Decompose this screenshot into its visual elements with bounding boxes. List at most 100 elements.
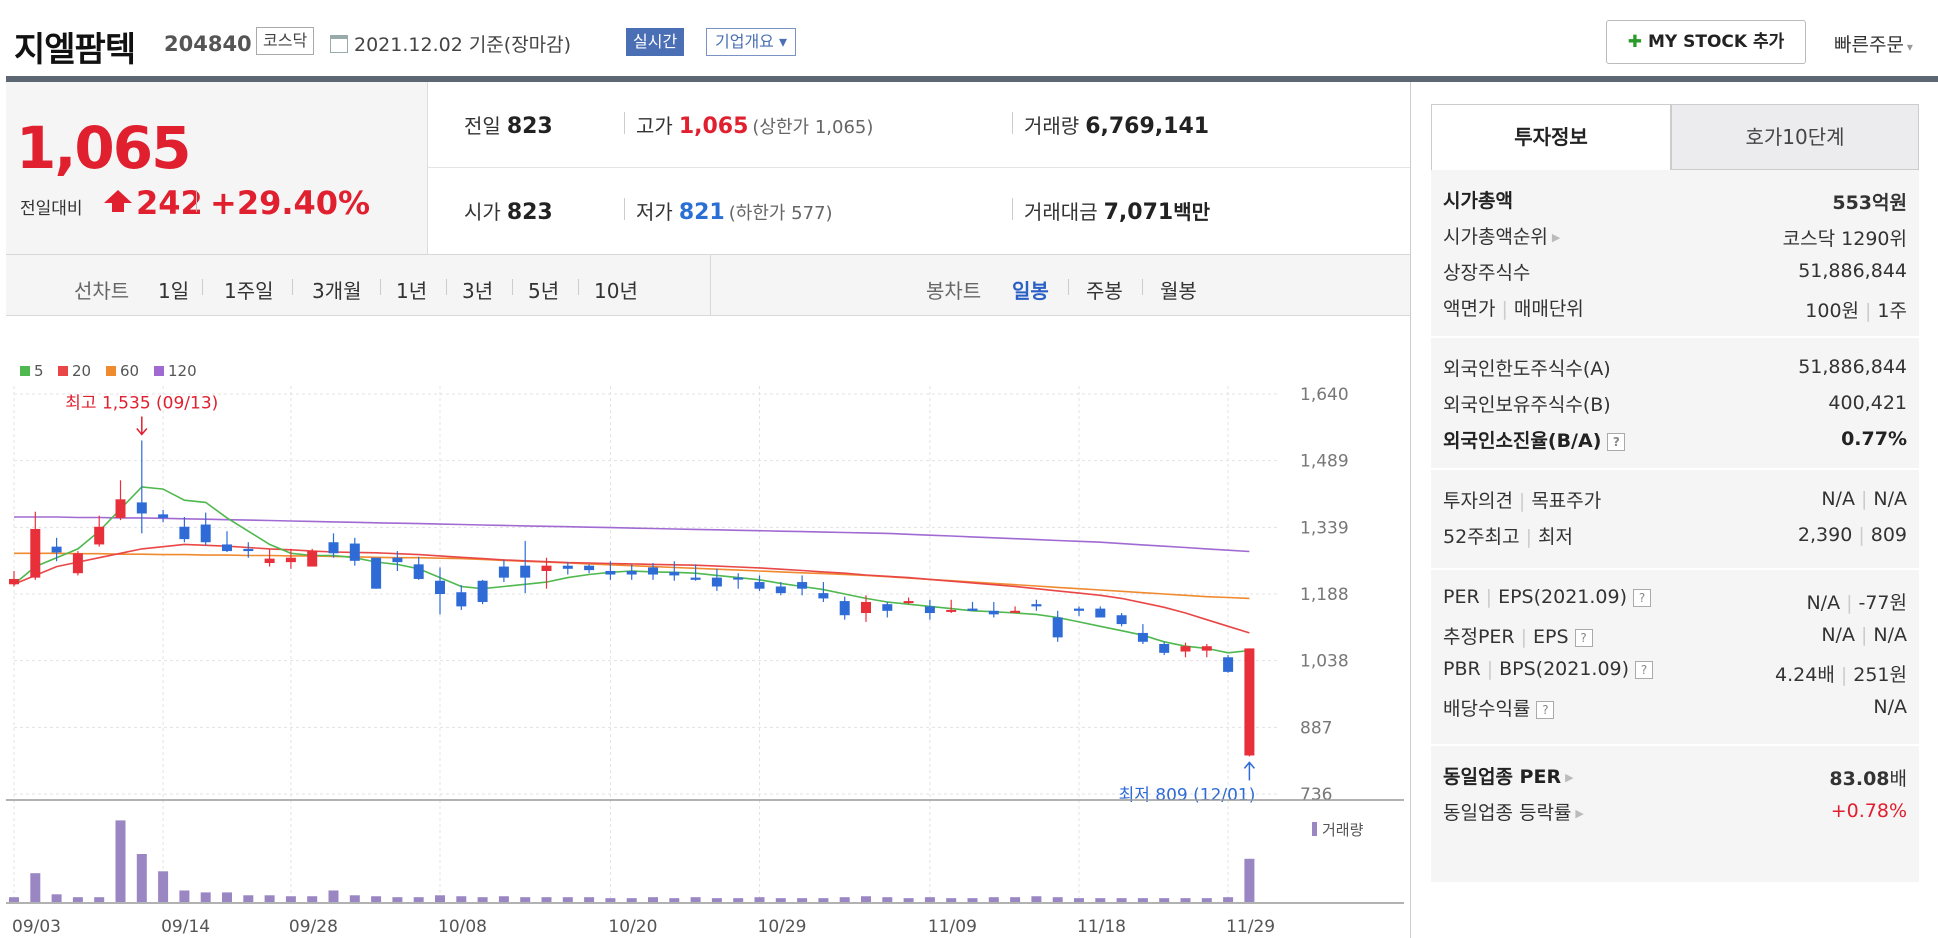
listed-shares-label: 상장주식수 [1443,262,1531,284]
volume-bar [818,898,829,902]
dividend-row: 배당수익률? N/A [1443,688,1907,724]
add-my-stock-button[interactable]: ✚ MY STOCK 추가 [1606,20,1806,64]
legend-swatch [58,366,68,376]
separator: | [1840,664,1848,686]
market-cap-rank-label-wrap: 시가총액순위 ▶ [1443,222,1560,249]
candle-body [94,526,105,545]
candle-body [498,566,509,578]
candle-body [861,601,871,614]
candle-body [307,551,318,567]
face-value-value: 100원 | 1주 [1805,296,1907,323]
period-1w[interactable]: 1주일 [224,279,274,303]
volume-bar [541,897,552,902]
volume-bar [200,892,211,902]
separator: | [1518,490,1526,512]
industry-per-row[interactable]: 동일업종 PER ▶ 83.08배 [1443,756,1907,792]
est-per-label-wrap: 추정PER | EPS? [1443,622,1593,649]
volume-bar [94,897,105,902]
industry-per-value-wrap: 83.08배 [1829,764,1907,791]
candle-body [1052,617,1063,638]
eps-label: EPS(2021.09) [1498,586,1627,608]
volume-bar [1223,897,1234,902]
candle-body [1201,646,1212,651]
face-value-row: 액면가 | 매매단위 100원 | 1주 [1443,288,1907,324]
trade-amount: 거래대금 7,071백만 [1024,196,1210,225]
period-1y[interactable]: 1년 [396,279,428,303]
period-5y[interactable]: 5년 [528,279,560,303]
volume-bar [456,896,467,902]
foreign-hold-value: 400,421 [1828,392,1907,414]
volume-bar [349,895,360,902]
trade-unit-label: 매매단위 [1513,298,1584,320]
period-3m[interactable]: 3개월 [312,279,362,303]
volume-bar [1116,898,1127,902]
volume-bar [243,895,254,902]
dividend-value: N/A [1873,696,1907,718]
realtime-button[interactable]: 실시간 [626,28,685,56]
candle-body [1180,646,1191,652]
volume-bar [946,898,957,902]
industry-rate-row[interactable]: 동일업종 등락률 ▶ +0.78% [1443,792,1907,828]
volume-bar [690,897,701,902]
candle-body [371,557,382,589]
volume-bar [1159,898,1170,902]
market-cap-rank-row[interactable]: 시가총액순위 ▶ 코스닥 1290위 [1443,216,1907,252]
est-per-value: N/A [1821,624,1855,646]
candle-body [1159,644,1170,653]
volume-bar [1180,898,1191,902]
candle-daily[interactable]: 일봉 [1012,279,1049,303]
candle-body [1137,632,1148,642]
volume-bar [648,897,658,902]
candle-body [754,582,765,589]
stock-name: 지엘팜텍 [14,30,136,70]
volume-bar [477,897,488,902]
candle-body [435,580,445,594]
caret-right-icon: ▶ [1551,231,1561,244]
help-icon[interactable]: ? [1536,700,1555,719]
quick-order-label: 빠른주문 [1834,34,1904,56]
volume-bar [9,897,19,902]
open-price: 시가 823 [464,196,553,225]
volume-bar [51,894,62,902]
volume-bar [967,898,978,902]
tab-investment-info[interactable]: 투자정보 [1431,104,1671,170]
help-icon[interactable]: ? [1574,628,1593,647]
base-date: 2021.12.02 기준(장마감) [354,34,572,56]
amount-unit: 백만 [1173,200,1211,224]
pipe [202,279,203,295]
low-label: 저가 [636,200,673,224]
candle-monthly[interactable]: 월봉 [1160,279,1197,303]
company-overview-dropdown[interactable]: 기업개요 ▾ [706,28,796,56]
stock-header: 지엘팜텍 204840 코스닥 2021.12.02 기준(장마감) 실시간 기… [0,0,1938,80]
period-10y[interactable]: 10년 [594,279,638,303]
help-icon[interactable]: ? [1635,660,1654,679]
volume-bar [72,897,83,902]
legend-swatch [20,366,30,376]
min-annotation: 최저 809 (12/01) [1119,785,1256,805]
period-1d[interactable]: 1일 [158,279,190,303]
x-tick-label: 09/03 [12,917,61,937]
max-arrow-icon [136,416,148,436]
current-price: 1,065 [16,114,191,182]
volume-bar [1244,858,1255,902]
volume-value: 6,769,141 [1085,114,1210,139]
period-3y[interactable]: 3년 [462,279,494,303]
per-label-wrap: PER | EPS(2021.09)? [1443,586,1651,608]
tab-orderbook[interactable]: 호가10단계 [1671,104,1919,170]
foreign-hold-row: 외국인보유주식수(B) 400,421 [1443,384,1907,420]
x-tick-label: 11/09 [928,917,977,937]
current-price-box: 1,065 전일대비 242 +29.40% [6,82,428,254]
stat-separator [1012,112,1013,134]
quick-order-dropdown[interactable]: 빠른주문 ▾ [1834,30,1913,57]
candle-weekly[interactable]: 주봉 [1086,279,1123,303]
help-icon[interactable]: ? [1633,588,1651,607]
volume-bar [797,898,808,902]
help-icon[interactable]: ? [1607,432,1626,451]
volume-bar [136,854,147,902]
low-price: 저가 821 (하한가 577) [636,196,833,225]
candle-body [839,601,850,616]
volume-bar [562,897,573,902]
candle-body [626,570,637,575]
foreign-ratio-row: 외국인소진율(B/A)? 0.77% [1443,420,1907,456]
candle-body [669,571,680,576]
